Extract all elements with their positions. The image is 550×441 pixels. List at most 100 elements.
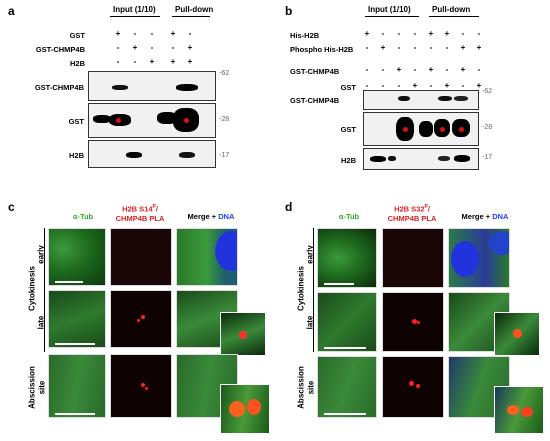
panel-c-row-early: early bbox=[36, 245, 46, 264]
condition-mark: - bbox=[429, 81, 433, 90]
scale-bar bbox=[55, 413, 95, 415]
panel-a-cond-label: GST-CHMP4B bbox=[35, 45, 85, 54]
condition-mark: - bbox=[133, 57, 137, 66]
condition-mark: - bbox=[381, 29, 385, 38]
condition-mark: - bbox=[365, 43, 369, 52]
panel-c-col-merge: Merge + DNA bbox=[187, 212, 235, 221]
panel-c-group-cytokinesis: Cytokinesis bbox=[27, 266, 37, 311]
condition-mark: + bbox=[460, 43, 466, 52]
panel-d-late-pla-image bbox=[382, 292, 444, 352]
blot-band bbox=[126, 152, 142, 158]
condition-mark: + bbox=[170, 29, 176, 38]
panel-d-row-late: late bbox=[305, 315, 315, 330]
panel-d-col-tub: α-Tub bbox=[338, 212, 360, 221]
panel-d-abscission-inset bbox=[494, 386, 544, 434]
condition-mark: - bbox=[150, 29, 154, 38]
blot-band bbox=[157, 112, 177, 124]
panel-d-late-inset bbox=[494, 312, 540, 356]
panel-d-group-cytokinesis: Cytokinesis bbox=[296, 266, 306, 311]
pla-dot bbox=[239, 331, 247, 339]
pla-dot bbox=[247, 399, 261, 415]
panel-a-cond-label: H2B bbox=[69, 59, 85, 68]
condition-mark: + bbox=[170, 57, 176, 66]
panel-a-letter: a bbox=[8, 4, 15, 18]
panel-c-early-merge-image bbox=[176, 228, 238, 286]
nucleus bbox=[215, 231, 237, 271]
condition-mark: + bbox=[364, 29, 370, 38]
condition-mark: + bbox=[187, 43, 193, 52]
condition-mark: - bbox=[413, 65, 417, 74]
panel-a-input-underline bbox=[110, 16, 160, 17]
panel-c-row-abscission: Abscission bbox=[27, 366, 37, 409]
blot-band bbox=[419, 121, 433, 137]
panel-a-blot-gst bbox=[88, 103, 216, 138]
panel-b-cond-label: His-H2B bbox=[290, 31, 320, 40]
panel-b-mw-marker: -62 bbox=[482, 88, 493, 95]
panel-d-late-tub-image bbox=[317, 292, 377, 352]
panel-c-abscission-pla-image bbox=[110, 354, 172, 418]
blot-band bbox=[179, 152, 195, 158]
panel-d-letter: d bbox=[285, 200, 293, 214]
scale-bar bbox=[55, 343, 95, 345]
panel-d-col-pla: H2B S32P/ CHMP4B PLA bbox=[387, 204, 437, 223]
panel-c-early-tub-image bbox=[48, 228, 106, 286]
scale-bar bbox=[324, 413, 366, 415]
condition-mark: - bbox=[116, 57, 120, 66]
blot-band bbox=[398, 96, 410, 101]
red-asterisk bbox=[459, 127, 464, 132]
pla-dot bbox=[507, 405, 519, 415]
panel-d-abscission-pla-image bbox=[382, 356, 444, 418]
red-asterisk bbox=[403, 127, 408, 132]
condition-mark: + bbox=[396, 65, 402, 74]
condition-mark: - bbox=[461, 29, 465, 38]
condition-mark: - bbox=[171, 43, 175, 52]
panel-c-abscission-inset bbox=[220, 384, 270, 434]
panel-c-early-pla-image bbox=[110, 228, 172, 286]
panel-c-late-inset bbox=[220, 312, 266, 356]
panel-b-mw-marker: -28 bbox=[482, 124, 493, 131]
panel-c-row-late: late bbox=[36, 315, 46, 330]
blot-band bbox=[176, 84, 198, 91]
panel-b-blot-label: GST-CHMP4B bbox=[290, 96, 340, 105]
blot-band bbox=[454, 96, 468, 101]
condition-mark: + bbox=[476, 81, 482, 90]
pla-dot bbox=[513, 329, 522, 338]
panel-a-blot-label: GST-CHMP4B bbox=[34, 83, 84, 92]
condition-mark: - bbox=[445, 65, 449, 74]
condition-mark: + bbox=[460, 65, 466, 74]
blot-band bbox=[388, 156, 396, 161]
condition-mark: - bbox=[365, 65, 369, 74]
panel-d-col-merge: Merge + DNA bbox=[461, 212, 509, 221]
panel-a-blot-h2b bbox=[88, 140, 216, 168]
condition-mark: - bbox=[188, 29, 192, 38]
condition-mark: - bbox=[381, 65, 385, 74]
condition-mark: - bbox=[461, 81, 465, 90]
condition-mark: + bbox=[476, 43, 482, 52]
panel-b-blot-gst-chmp4b bbox=[363, 90, 479, 110]
panel-a-blot-label: GST bbox=[68, 117, 84, 126]
condition-mark: - bbox=[413, 29, 417, 38]
blot-band bbox=[438, 156, 450, 161]
condition-mark: + bbox=[444, 81, 450, 90]
panel-a-pulldown-header: Pull-down bbox=[175, 5, 214, 14]
pla-dot bbox=[145, 387, 148, 390]
red-asterisk bbox=[116, 118, 121, 123]
panel-c-late-tub-image bbox=[48, 290, 106, 348]
nucleus bbox=[451, 241, 479, 277]
panel-a-blot-label: H2B bbox=[68, 151, 84, 160]
panel-a-input-header: Input (1/10) bbox=[113, 5, 156, 14]
pla-dot bbox=[137, 319, 140, 322]
condition-mark: - bbox=[150, 43, 154, 52]
panel-c-col-tub: α-Tub bbox=[72, 212, 94, 221]
red-asterisk bbox=[184, 118, 189, 123]
condition-mark: + bbox=[444, 29, 450, 38]
panel-c-row-site: site bbox=[37, 380, 47, 395]
pla-dot bbox=[229, 401, 245, 417]
panel-a-mw-marker: -28 bbox=[219, 116, 230, 123]
panel-d-row-early: early bbox=[305, 245, 315, 264]
panel-d-early-pla-image bbox=[382, 228, 444, 288]
panel-c-abscission-tub-image bbox=[48, 354, 106, 418]
blot-band bbox=[454, 155, 470, 162]
condition-mark: - bbox=[445, 43, 449, 52]
condition-mark: + bbox=[380, 43, 386, 52]
